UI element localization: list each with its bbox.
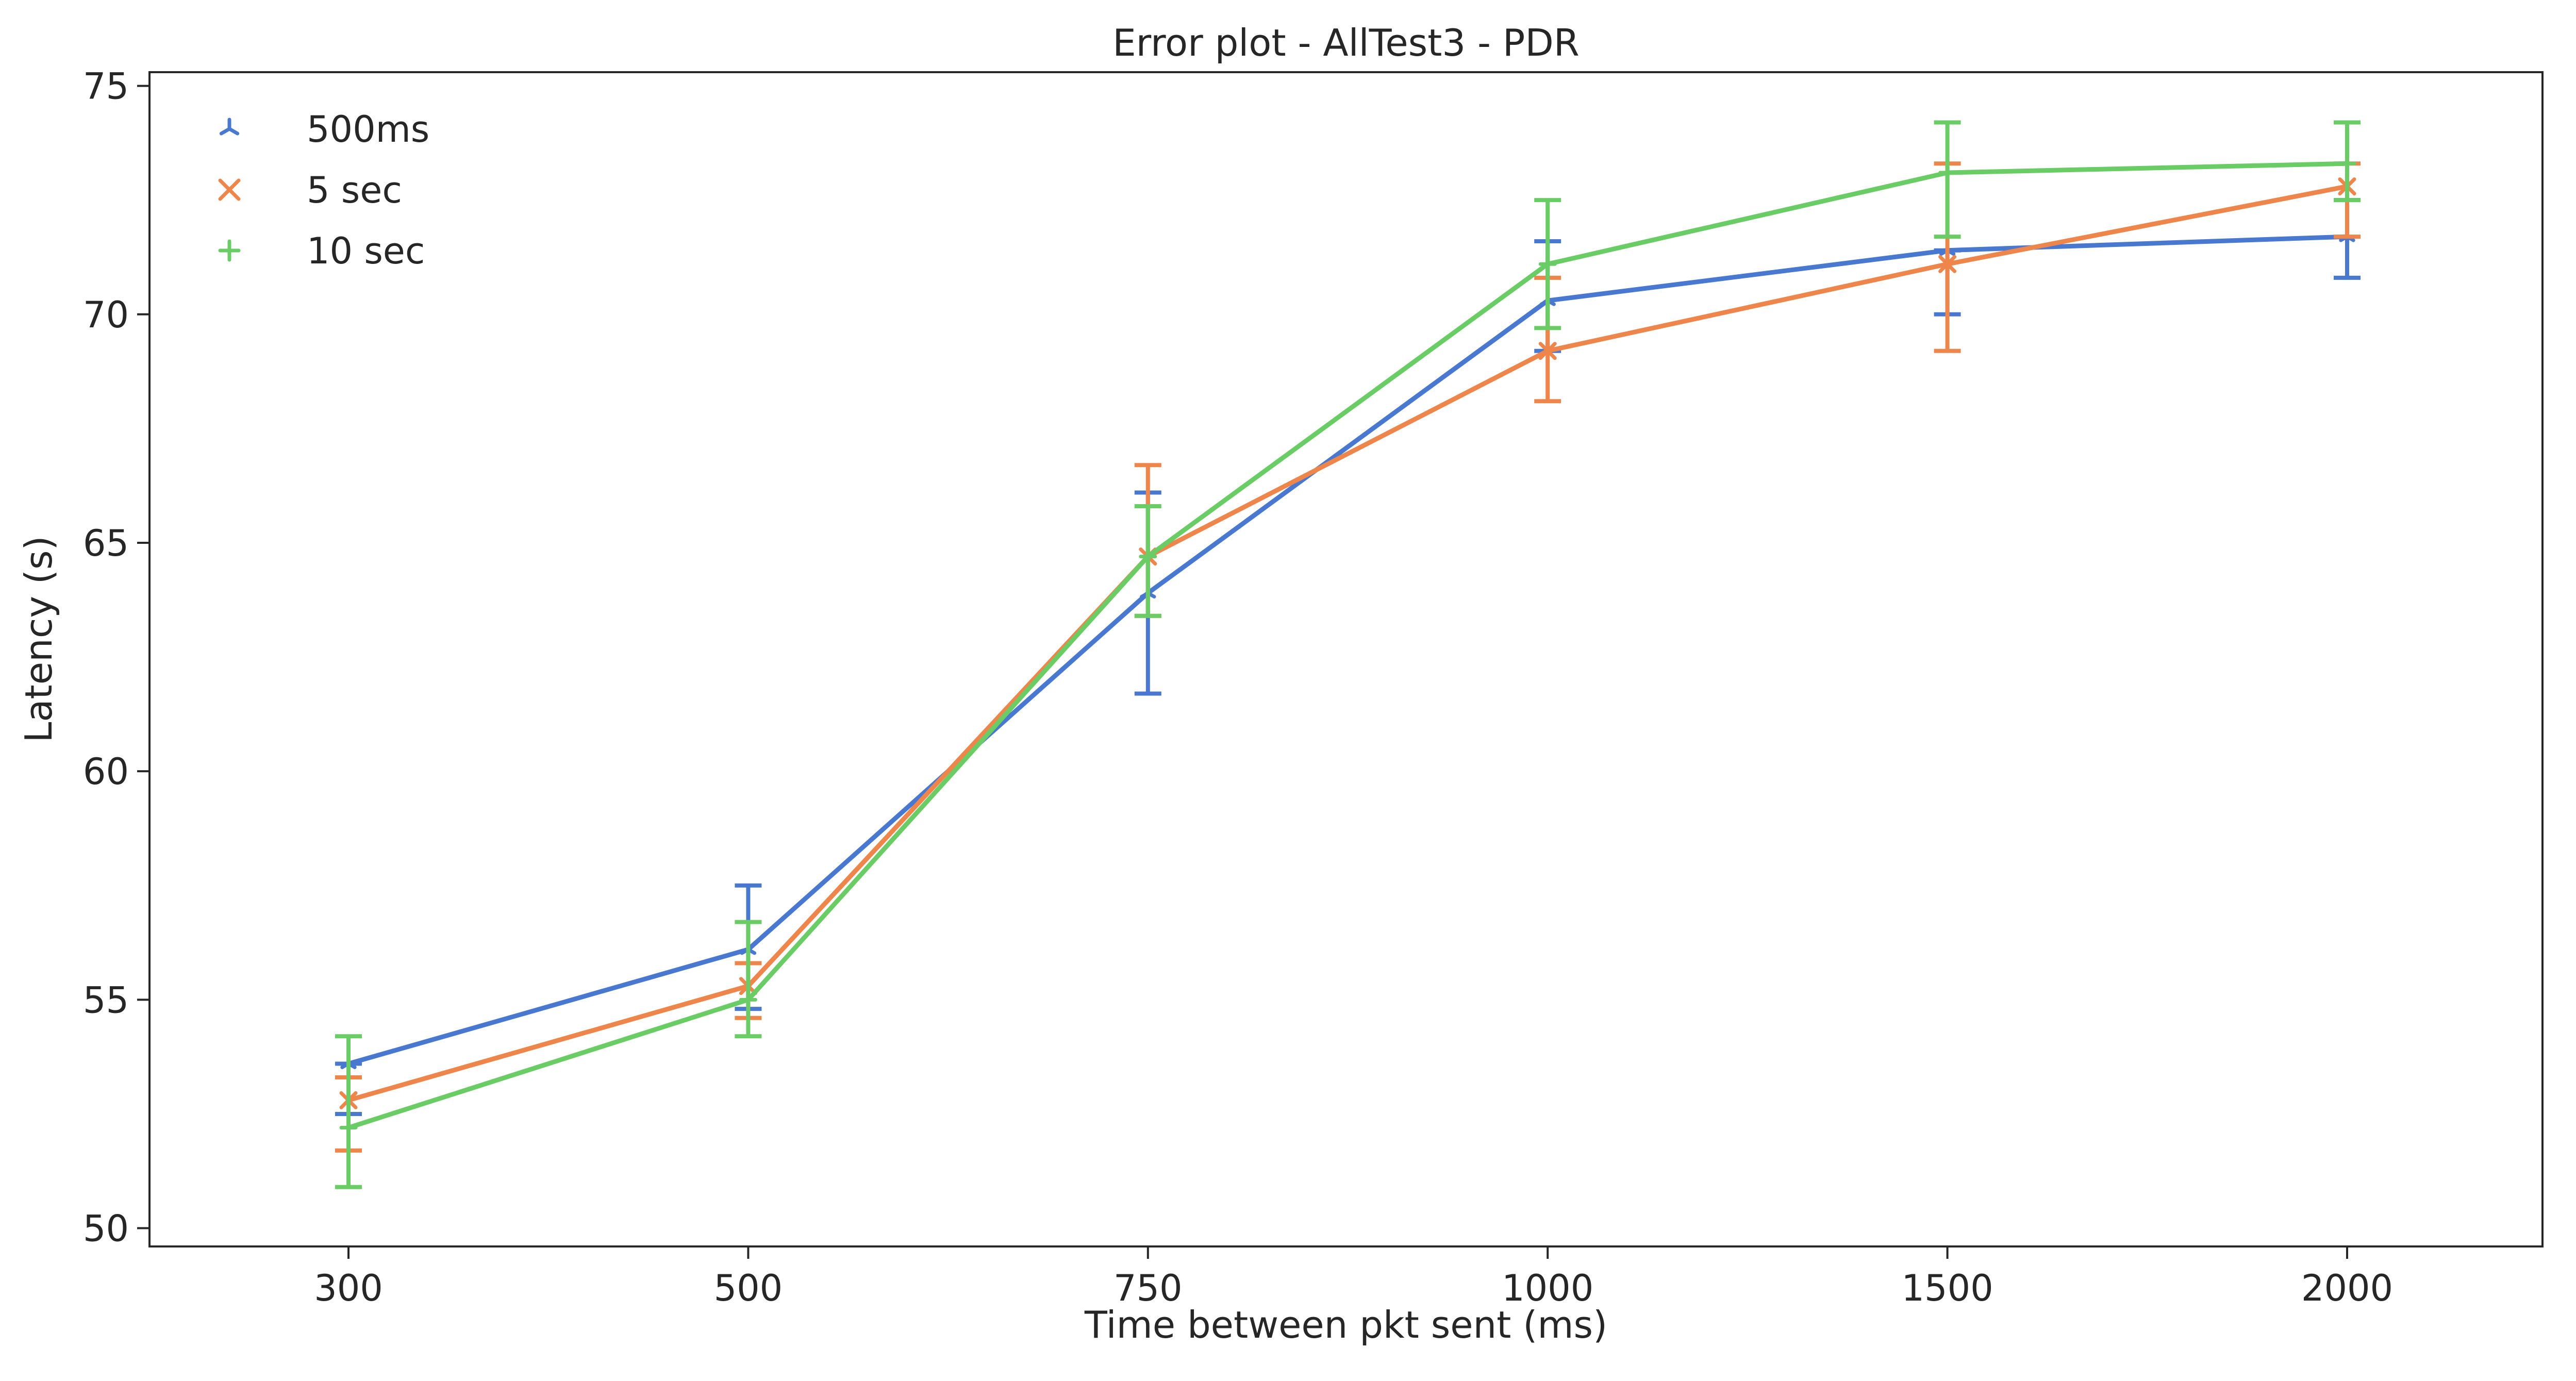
series-500ms [335,198,2361,1116]
x-marker [218,178,241,201]
series-10-sec [335,120,2361,1189]
marker-arm [218,178,241,201]
y-axis-label-group: Latency (s) [17,536,60,742]
x-marker [1538,342,1557,360]
marker-arm [1938,255,1957,273]
axes: 50 55 60 65 70 75 300 500 750 1000 1500 2000 [83,65,2544,1309]
y-tick-label: 60 [83,751,129,793]
series-5-sec [335,161,2361,1153]
chart-title: Error plot - AllTest3 - PDR [1112,21,1580,64]
x-tick-label: 1000 [1502,1267,1593,1309]
x-tick-label: 2000 [2301,1267,2393,1309]
x-tick-label: 300 [314,1267,383,1309]
legend-item: 500ms [219,108,429,151]
series-line [347,234,2348,1066]
series-line [347,184,2348,1103]
y-tick-label: 70 [83,294,129,336]
plot-frame [148,71,2544,1247]
plus-marker [1538,255,1557,273]
y-tick-label: 75 [83,65,129,108]
plus-marker [1139,547,1157,566]
plus-marker [339,1119,358,1137]
x-tick-label: 500 [714,1267,783,1309]
x-marker [1938,255,1957,273]
legend: 500ms 5 sec 10 sec [218,108,429,272]
plus-marker [218,239,241,262]
legend-label: 500ms [307,108,429,151]
legend-item: 10 sec [218,230,425,272]
plus-marker [2338,154,2356,173]
marker-arm [1538,342,1557,360]
x-tick-label: 1500 [1902,1267,1993,1309]
plus-marker [1938,163,1957,182]
series-line [347,161,2348,1130]
x-tick-label: 750 [1114,1267,1183,1309]
marker-arm [227,127,240,136]
legend-item: 5 sec [218,169,402,211]
series-layer [335,120,2361,1189]
y-tick-label: 65 [83,522,129,564]
y-axis-label: Latency (s) [17,536,60,742]
plus-marker [739,990,757,1009]
x-axis-label: Time between pkt sent (ms) [1084,1303,1607,1346]
legend-label: 10 sec [307,230,425,272]
tri-down-marker [219,118,240,136]
legend-label: 5 sec [307,169,402,211]
y-tick-label: 55 [83,979,129,1021]
y-tick-label: 50 [83,1208,129,1250]
